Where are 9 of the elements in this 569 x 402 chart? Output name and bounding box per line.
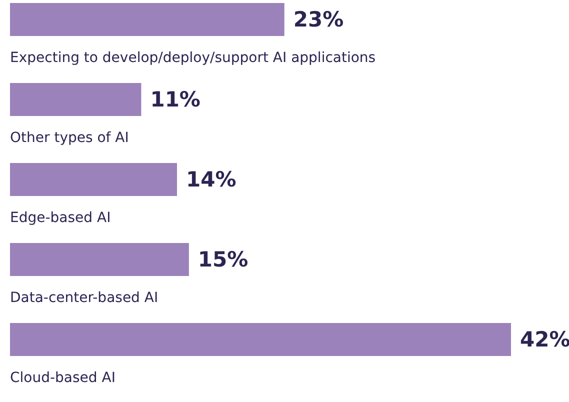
data-label: 15% — [198, 248, 248, 272]
y-tick-label: Edge-based AI — [10, 210, 111, 226]
y-tick-label: Expecting to develop/deploy/support AI applications — [10, 50, 376, 66]
y-tick-label: Other types of AI — [10, 130, 129, 146]
data-label: 11% — [150, 88, 200, 112]
data-label: 23% — [293, 8, 344, 32]
y-tick-label: Cloud-based AI — [10, 370, 116, 386]
y-tick-label: Data-center-based AI — [10, 290, 158, 306]
data-label: 14% — [186, 168, 236, 192]
